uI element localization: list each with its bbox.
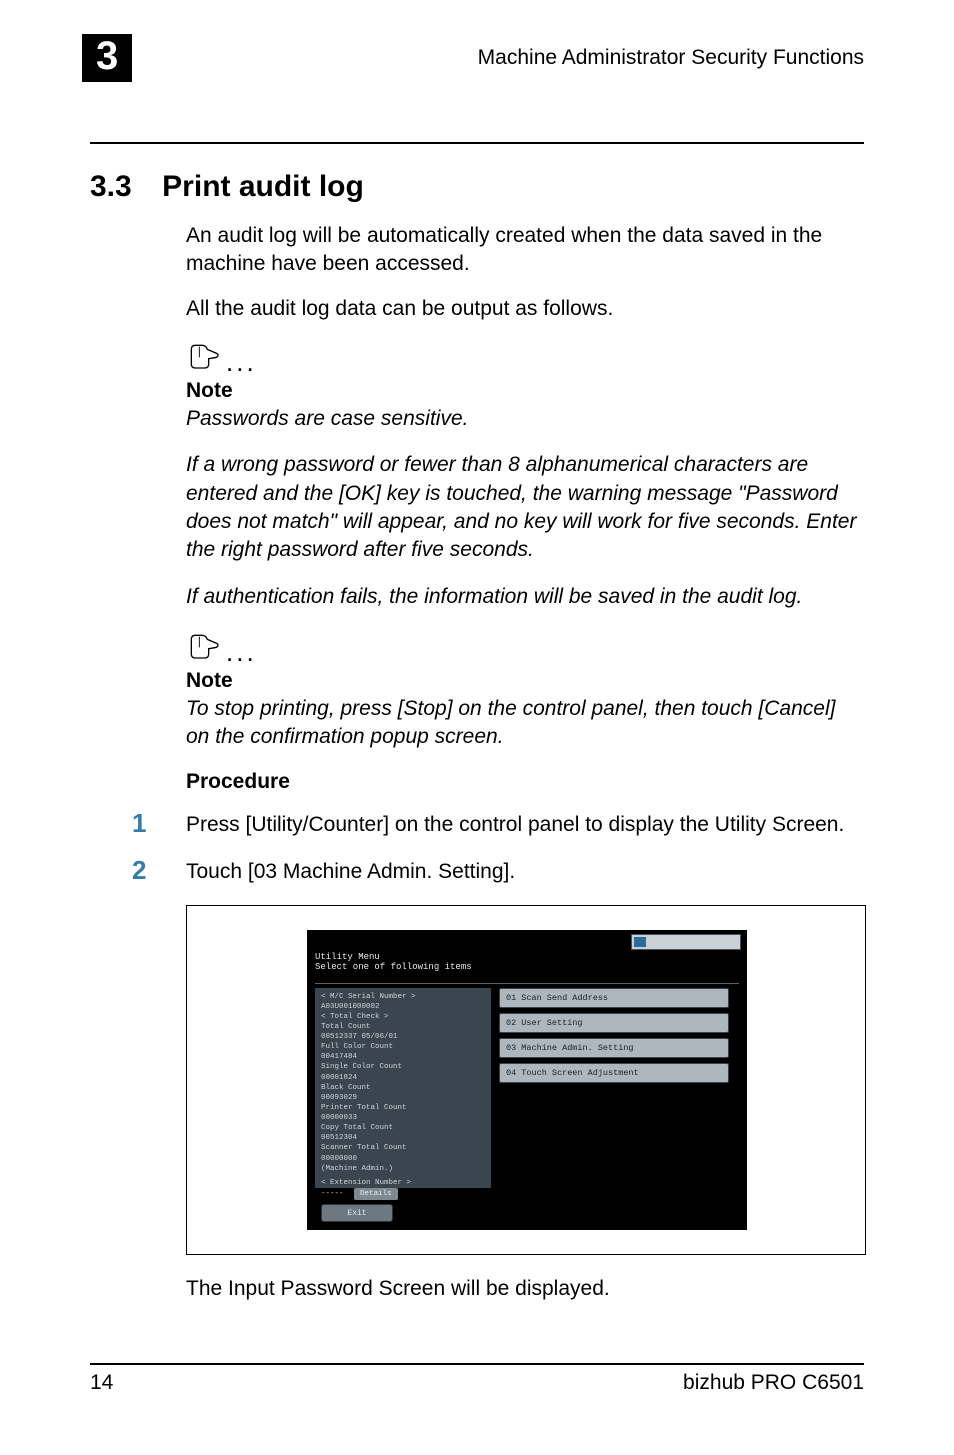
single-color-label: Single Color Count bbox=[321, 1062, 485, 1072]
header-row: 3 Machine Administrator Security Functio… bbox=[90, 40, 864, 94]
full-color-value: 00417484 bbox=[321, 1052, 485, 1062]
footer-rule bbox=[90, 1363, 864, 1365]
section-title: Print audit log bbox=[162, 170, 364, 204]
chapter-number-box: 3 bbox=[82, 34, 132, 82]
note-pointing-hand-icon: ... bbox=[186, 629, 864, 669]
note-label-2: Note bbox=[186, 669, 864, 693]
machine-admin-label: (Machine Admin.) bbox=[321, 1164, 485, 1174]
serial-label: < M/C Serial Number > bbox=[321, 992, 485, 1002]
printer-total-label: Printer Total Count bbox=[321, 1103, 485, 1113]
single-color-value: 00001824 bbox=[321, 1073, 485, 1083]
menu-item-user-setting[interactable]: 02 User Setting bbox=[499, 1013, 729, 1033]
extension-dash: ----- bbox=[321, 1190, 344, 1198]
screenshot-frame: Utility Menu Select one of following ite… bbox=[186, 905, 866, 1255]
extension-row: ----- Details bbox=[321, 1188, 485, 1200]
note1-p3: If authentication fails, the information… bbox=[186, 583, 864, 611]
details-button[interactable]: Details bbox=[354, 1188, 398, 1200]
screen-title-line2: Select one of following items bbox=[315, 962, 739, 973]
screen-header: Utility Menu Select one of following ite… bbox=[315, 952, 739, 985]
exit-button[interactable]: Exit bbox=[321, 1204, 393, 1222]
full-color-label: Full Color Count bbox=[321, 1042, 485, 1052]
note-pointing-hand-icon: ... bbox=[186, 339, 864, 379]
step-text: Press [Utility/Counter] on the control p… bbox=[186, 810, 844, 839]
note-label-1: Note bbox=[186, 379, 864, 403]
intro-p1: An audit log will be automatically creat… bbox=[186, 222, 864, 279]
after-screenshot-p: The Input Password Screen will be displa… bbox=[186, 1275, 864, 1303]
step-number: 1 bbox=[132, 810, 186, 839]
copy-total-label: Copy Total Count bbox=[321, 1123, 485, 1133]
after-screenshot-text: The Input Password Screen will be displa… bbox=[186, 1275, 864, 1303]
page: 3 Machine Administrator Security Functio… bbox=[0, 0, 954, 1455]
status-strip bbox=[631, 934, 741, 950]
note1-p1: Passwords are case sensitive. bbox=[186, 405, 864, 433]
footer: 14 bizhub PRO C6501 bbox=[90, 1363, 864, 1395]
intro-body: An audit log will be automatically creat… bbox=[186, 222, 864, 323]
header-rule bbox=[90, 142, 864, 144]
total-count-label: Total Count bbox=[321, 1022, 485, 1032]
step-text: Touch [03 Machine Admin. Setting]. bbox=[186, 857, 515, 886]
footer-row: 14 bizhub PRO C6501 bbox=[90, 1371, 864, 1395]
black-count-value: 00093029 bbox=[321, 1093, 485, 1103]
serial-value: A03U001000002 bbox=[321, 1002, 485, 1012]
step-1: 1 Press [Utility/Counter] on the control… bbox=[132, 810, 864, 839]
screen-title-line1: Utility Menu bbox=[315, 952, 739, 963]
menu-item-touch-screen[interactable]: 04 Touch Screen Adjustment bbox=[499, 1063, 729, 1083]
note2-p1: To stop printing, press [Stop] on the co… bbox=[186, 695, 864, 752]
step-number: 2 bbox=[132, 857, 186, 886]
extension-number-label: < Extension Number > bbox=[321, 1178, 485, 1188]
printer-total-value: 00000033 bbox=[321, 1113, 485, 1123]
utility-screen: Utility Menu Select one of following ite… bbox=[307, 930, 747, 1230]
section-heading: 3.3 Print audit log bbox=[90, 170, 864, 204]
menu-item-machine-admin[interactable]: 03 Machine Admin. Setting bbox=[499, 1038, 729, 1058]
scanner-total-label: Scanner Total Count bbox=[321, 1143, 485, 1153]
section-number: 3.3 bbox=[90, 170, 132, 204]
intro-p2: All the audit log data can be output as … bbox=[186, 295, 864, 323]
counter-panel: < M/C Serial Number > A03U001000002 < To… bbox=[315, 988, 491, 1188]
copy-total-value: 00512304 bbox=[321, 1133, 485, 1143]
product-name: bizhub PRO C6501 bbox=[683, 1371, 864, 1395]
note-block-2: ... Note To stop printing, press [Stop] … bbox=[186, 629, 864, 752]
running-head: Machine Administrator Security Functions bbox=[478, 46, 864, 70]
scanner-total-value: 00000000 bbox=[321, 1154, 485, 1164]
menu-item-scan-send[interactable]: 01 Scan Send Address bbox=[499, 988, 729, 1008]
step-2: 2 Touch [03 Machine Admin. Setting]. bbox=[132, 857, 864, 886]
note-text-2: To stop printing, press [Stop] on the co… bbox=[186, 695, 864, 752]
note1-p2: If a wrong password or fewer than 8 alph… bbox=[186, 451, 864, 564]
black-count-label: Black Count bbox=[321, 1083, 485, 1093]
page-number: 14 bbox=[90, 1371, 113, 1395]
chapter-number: 3 bbox=[96, 34, 118, 78]
total-count-value: 00512337 05/06/01 bbox=[321, 1032, 485, 1042]
note-block-1: ... Note Passwords are case sensitive. I… bbox=[186, 339, 864, 611]
procedure-heading: Procedure bbox=[186, 770, 864, 794]
note-text-1: Passwords are case sensitive. If a wrong… bbox=[186, 405, 864, 611]
total-check-label: < Total Check > bbox=[321, 1012, 485, 1022]
menu-panel: 01 Scan Send Address 02 User Setting 03 … bbox=[499, 988, 729, 1088]
